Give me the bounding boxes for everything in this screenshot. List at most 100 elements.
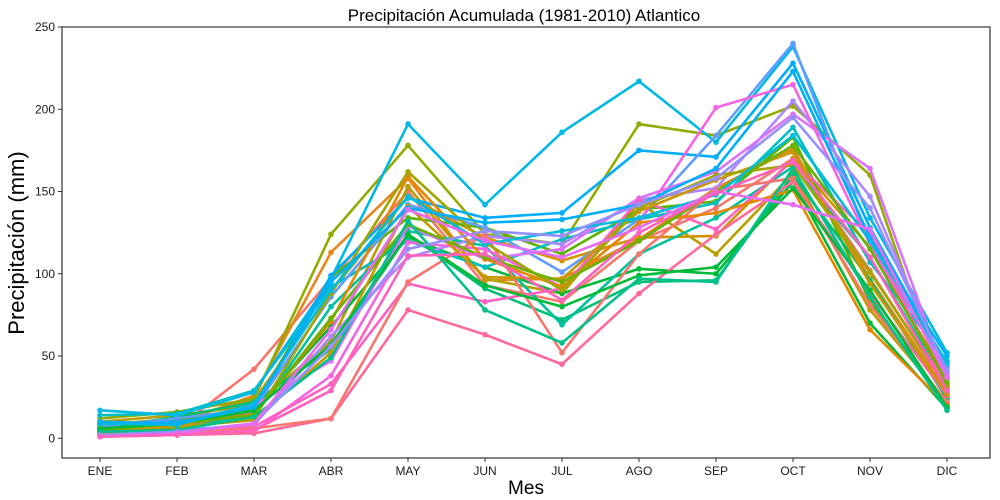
data-point xyxy=(713,132,719,139)
data-point xyxy=(328,272,334,279)
data-point xyxy=(405,252,411,259)
data-point xyxy=(482,228,488,234)
y-axis: 0 50 100 150 200 250 xyxy=(35,20,62,445)
data-point xyxy=(559,233,565,239)
data-point xyxy=(328,333,334,340)
data-point xyxy=(328,303,334,310)
data-point xyxy=(636,266,642,272)
data-point xyxy=(867,287,873,294)
series-line xyxy=(99,70,949,425)
data-point xyxy=(713,165,719,172)
data-point xyxy=(713,210,719,216)
series-line xyxy=(99,134,949,427)
data-point xyxy=(636,219,642,226)
data-point xyxy=(328,354,334,361)
data-point xyxy=(328,287,334,294)
data-point xyxy=(328,279,334,285)
data-point xyxy=(944,353,950,359)
data-point xyxy=(790,159,796,165)
data-point xyxy=(790,40,796,47)
data-point xyxy=(559,269,565,275)
data-point xyxy=(251,427,257,433)
data-point xyxy=(405,206,411,213)
data-point xyxy=(790,98,796,104)
x-tick-label: MAY xyxy=(395,464,420,478)
data-point xyxy=(944,387,950,394)
data-point xyxy=(559,228,565,234)
x-tick-label: SEP xyxy=(704,464,728,478)
data-point xyxy=(559,297,565,303)
data-point xyxy=(867,226,873,233)
data-point xyxy=(944,374,950,381)
data-point xyxy=(867,165,873,172)
data-point xyxy=(636,215,642,221)
data-point xyxy=(482,264,488,270)
y-tick-label: 0 xyxy=(48,431,55,445)
x-tick-label: DIC xyxy=(937,464,958,478)
data-point xyxy=(405,307,411,313)
data-point xyxy=(713,139,719,145)
data-point xyxy=(790,81,796,88)
data-point xyxy=(328,372,334,379)
data-point xyxy=(559,246,565,252)
data-point xyxy=(174,432,180,438)
data-point xyxy=(867,302,873,308)
y-tick-label: 150 xyxy=(35,185,55,199)
data-point xyxy=(790,60,796,66)
series-24 xyxy=(97,185,950,432)
data-point xyxy=(713,175,719,182)
y-tick-label: 200 xyxy=(35,102,55,116)
data-point xyxy=(713,231,719,238)
data-point xyxy=(790,142,796,149)
data-point xyxy=(251,420,257,427)
data-point xyxy=(790,149,796,155)
data-point xyxy=(97,433,103,440)
data-point xyxy=(636,290,642,297)
data-point xyxy=(636,238,642,244)
data-point xyxy=(405,168,411,175)
data-point xyxy=(559,349,565,356)
data-point xyxy=(251,404,257,410)
x-tick-label: OCT xyxy=(780,464,806,478)
series-line xyxy=(99,190,949,438)
data-point xyxy=(97,412,103,419)
data-point xyxy=(713,215,719,221)
data-point xyxy=(559,303,565,310)
data-point xyxy=(482,298,488,305)
data-point xyxy=(405,239,411,246)
data-point xyxy=(559,287,565,294)
data-point xyxy=(636,196,642,203)
data-point xyxy=(174,415,180,422)
data-point xyxy=(559,321,565,328)
series-line xyxy=(99,177,949,437)
x-tick-label: MAR xyxy=(241,464,268,478)
data-point xyxy=(790,185,796,192)
series-line xyxy=(99,160,949,438)
data-point xyxy=(713,279,719,285)
y-axis-label: Precipitación (mm) xyxy=(4,151,29,334)
data-point xyxy=(867,293,873,300)
data-point xyxy=(713,200,719,206)
series-group xyxy=(97,40,950,440)
data-point xyxy=(482,238,488,244)
data-point xyxy=(328,231,334,238)
data-point xyxy=(559,340,565,346)
x-tick-label: FEB xyxy=(165,464,188,478)
data-point xyxy=(328,315,334,321)
x-tick-label: ENE xyxy=(88,464,113,478)
data-point xyxy=(482,246,488,252)
data-point xyxy=(713,226,719,233)
data-point xyxy=(251,366,257,372)
data-point xyxy=(328,381,334,387)
data-point xyxy=(482,251,488,257)
data-point xyxy=(405,142,411,149)
data-point xyxy=(790,124,796,131)
data-point xyxy=(790,201,796,208)
data-point xyxy=(790,165,796,172)
data-point xyxy=(713,270,719,277)
x-tick-label: JUL xyxy=(551,464,573,478)
data-point xyxy=(405,231,411,238)
data-point xyxy=(867,246,873,252)
data-point xyxy=(867,269,873,275)
